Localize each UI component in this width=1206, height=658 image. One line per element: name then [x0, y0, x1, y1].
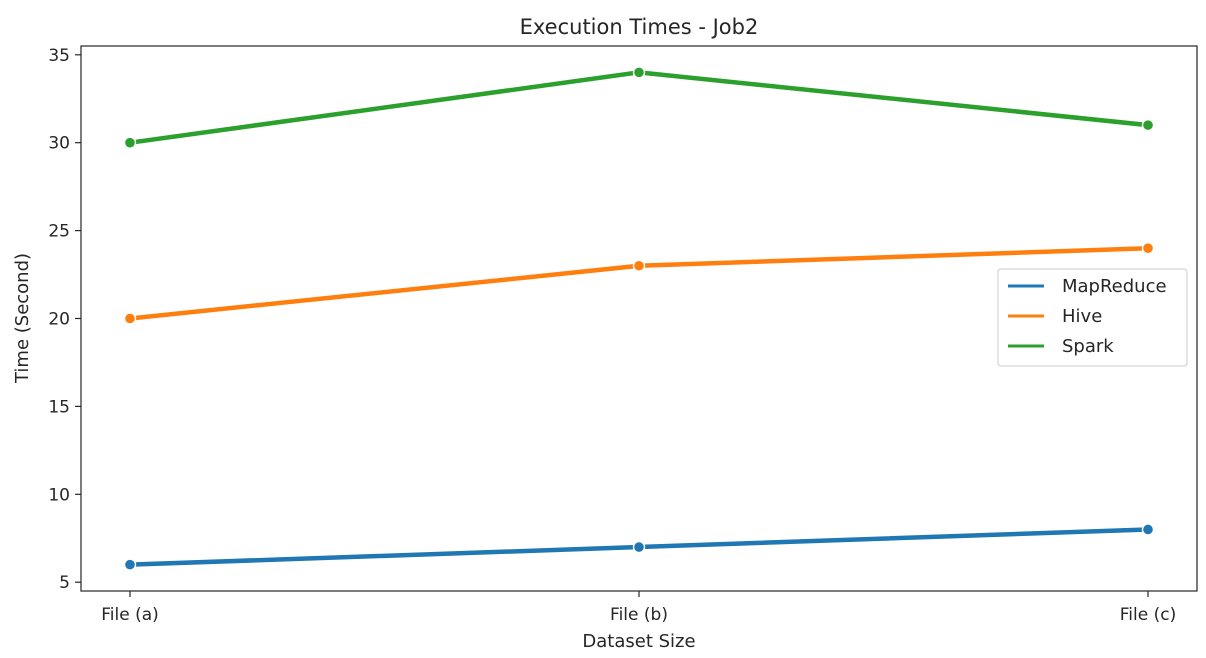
- series-layer: [123, 66, 1155, 571]
- x-axis: File (a) File (b) File (c): [101, 591, 1176, 625]
- x-axis-label: Dataset Size: [582, 631, 695, 652]
- x-tick-label: File (c): [1120, 605, 1176, 625]
- data-point-mapreduce: [632, 540, 646, 554]
- y-tick-label: 25: [48, 222, 70, 242]
- data-point-hive: [123, 312, 137, 325]
- y-tick-label: 10: [48, 485, 70, 505]
- legend-item-hive: Hive: [1008, 306, 1102, 327]
- chart-title: Execution Times - Job2: [520, 15, 759, 39]
- series-line-hive: [127, 245, 1151, 321]
- legend-item-spark: Spark: [1008, 336, 1114, 357]
- legend: MapReduce Hive Spark: [997, 268, 1188, 367]
- data-point-mapreduce: [123, 558, 137, 571]
- x-tick-label: File (a): [101, 605, 159, 625]
- data-point-spark: [123, 136, 137, 149]
- y-tick-label: 30: [48, 134, 70, 154]
- data-point-hive: [1141, 241, 1155, 255]
- data-point-mapreduce: [1141, 523, 1155, 536]
- data-point-hive: [632, 259, 646, 272]
- y-axis-label: Time (Second): [12, 253, 33, 384]
- y-tick-label: 5: [59, 573, 70, 593]
- y-tick-label: 20: [48, 310, 70, 330]
- series-mapreduce: [123, 523, 1155, 571]
- legend-box: [997, 268, 1188, 367]
- legend-label: MapReduce: [1062, 276, 1167, 297]
- series-spark: [123, 66, 1155, 149]
- series-line-spark: [127, 70, 1151, 145]
- y-tick-label: 15: [48, 397, 70, 417]
- data-point-spark: [1141, 118, 1155, 132]
- data-point-spark: [632, 66, 646, 79]
- legend-label: Spark: [1062, 336, 1114, 357]
- x-tick-label: File (b): [610, 605, 668, 625]
- legend-item-mapreduce: MapReduce: [1008, 276, 1167, 297]
- y-axis: 5 10 15 20 25 30 35: [48, 46, 81, 593]
- y-tick-label: 35: [48, 46, 70, 66]
- series-hive: [123, 241, 1155, 325]
- legend-label: Hive: [1062, 306, 1102, 327]
